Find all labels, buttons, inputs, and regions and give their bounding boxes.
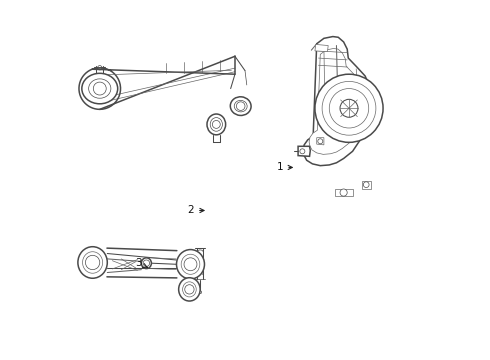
- Ellipse shape: [82, 73, 118, 104]
- Circle shape: [322, 81, 376, 135]
- Circle shape: [315, 74, 383, 142]
- Circle shape: [236, 102, 245, 111]
- Polygon shape: [309, 49, 365, 154]
- Polygon shape: [317, 138, 324, 145]
- Circle shape: [318, 139, 323, 144]
- Ellipse shape: [89, 79, 111, 98]
- Ellipse shape: [82, 252, 102, 273]
- Ellipse shape: [234, 100, 247, 112]
- Polygon shape: [362, 181, 371, 189]
- Circle shape: [212, 121, 220, 129]
- Ellipse shape: [183, 282, 196, 297]
- Circle shape: [143, 260, 149, 266]
- Ellipse shape: [141, 258, 151, 269]
- Circle shape: [93, 82, 106, 95]
- Ellipse shape: [181, 254, 200, 274]
- Circle shape: [199, 291, 201, 294]
- Ellipse shape: [207, 114, 225, 135]
- Polygon shape: [303, 37, 371, 166]
- Polygon shape: [298, 146, 310, 156]
- Polygon shape: [335, 189, 353, 196]
- Circle shape: [98, 66, 102, 70]
- Text: 1: 1: [277, 162, 292, 172]
- Circle shape: [185, 285, 194, 294]
- Circle shape: [85, 255, 100, 270]
- Circle shape: [329, 89, 368, 128]
- Text: 2: 2: [188, 206, 204, 216]
- Circle shape: [364, 182, 369, 188]
- Circle shape: [340, 189, 347, 196]
- Text: 3: 3: [135, 258, 147, 268]
- Polygon shape: [315, 44, 328, 51]
- Ellipse shape: [230, 97, 251, 116]
- Circle shape: [184, 258, 197, 271]
- Ellipse shape: [179, 278, 200, 301]
- Circle shape: [300, 149, 305, 154]
- Ellipse shape: [78, 247, 107, 278]
- Ellipse shape: [210, 118, 222, 131]
- Circle shape: [340, 99, 358, 117]
- Ellipse shape: [176, 249, 204, 279]
